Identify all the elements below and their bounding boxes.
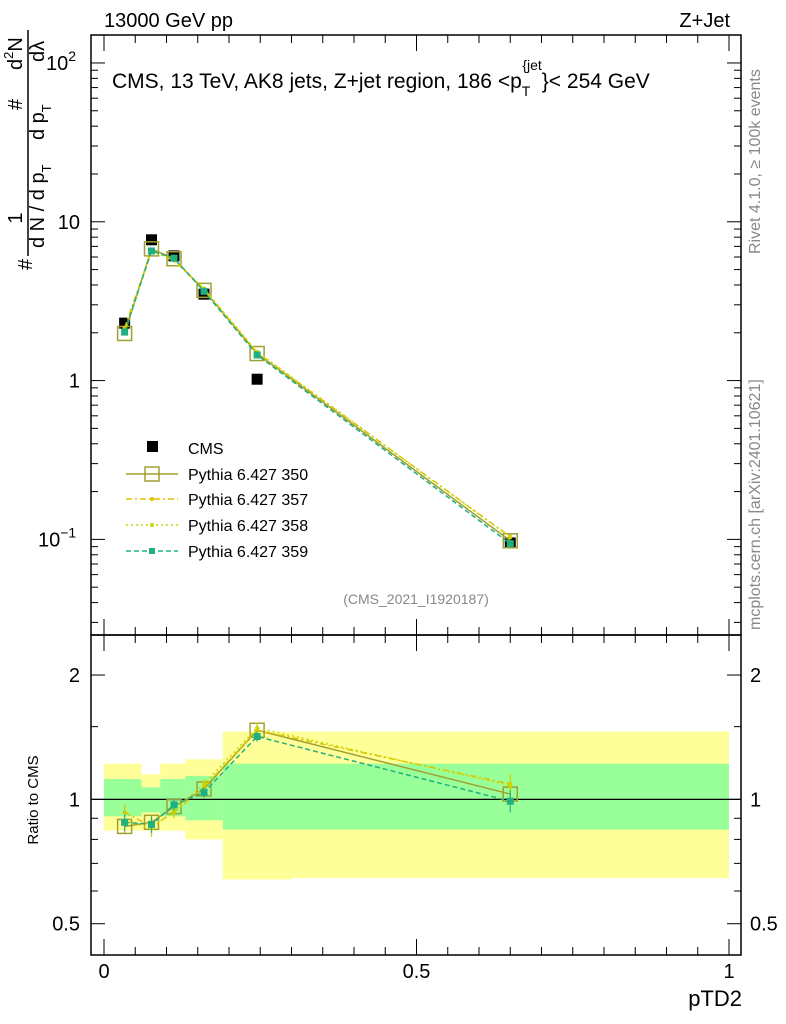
svg-text:d2N: d2N xyxy=(1,37,27,70)
ratio-point-359 xyxy=(170,801,178,809)
ratio-point-358 xyxy=(255,725,260,730)
series-layer xyxy=(116,234,518,838)
ratio-y-tick-label-left: 0.5 xyxy=(52,914,80,936)
ratio-uncertainty-bands xyxy=(104,731,729,880)
x-tick-label: 1 xyxy=(723,961,734,983)
ratio-point-359 xyxy=(148,820,155,828)
svg-text:1: 1 xyxy=(5,212,27,223)
svg-text:d N / d pT: d N / d pT xyxy=(27,164,54,248)
main-point-350 xyxy=(249,345,265,362)
svg-text:#: # xyxy=(15,258,37,270)
header-energy: 13000 GeV pp xyxy=(104,10,233,32)
cms-data-point xyxy=(146,234,157,246)
legend-label-358: Pythia 6.427 358 xyxy=(188,518,308,535)
legend-marker-cms xyxy=(147,441,158,452)
ratio-point-358 xyxy=(202,781,206,786)
main-line-358 xyxy=(123,249,511,538)
main-y-tick-label: 102 xyxy=(46,48,76,75)
main-point-350 xyxy=(502,533,518,549)
svg-text:#: # xyxy=(5,98,27,110)
ratio-y-tick-label-right: 1 xyxy=(750,789,761,811)
ratio-point-358 xyxy=(508,783,513,788)
legend-label-357: Pythia 6.427 357 xyxy=(188,492,308,509)
main-point-359 xyxy=(200,287,208,295)
main-point-350 xyxy=(196,282,212,299)
main-y-tick-label: 1 xyxy=(69,371,80,393)
main-point-359 xyxy=(148,247,155,255)
ratio-y-tick-label-right: 0.5 xyxy=(750,914,778,936)
main-line-357 xyxy=(123,249,511,538)
ratio-line-359 xyxy=(124,735,511,826)
ratio-point-359 xyxy=(506,797,514,805)
main-y-axis-label: # 1 d N / d pT # d pT d2N dλ xyxy=(1,30,54,270)
ratio-y-axis-label: Ratio to CMS xyxy=(25,755,42,844)
band-inner-0 xyxy=(104,779,142,817)
svg-text:dλ: dλ xyxy=(27,41,49,62)
main-line-350 xyxy=(123,247,511,542)
x-tick-label: 0.5 xyxy=(403,961,431,983)
main-point-359 xyxy=(170,254,178,262)
main-point-350 xyxy=(166,250,182,267)
main-point-350 xyxy=(143,241,160,257)
ratio-y-tick-label-right: 2 xyxy=(750,665,761,687)
main-point-359 xyxy=(253,351,261,359)
main-y-tick-label: 10 xyxy=(58,212,80,234)
x-tick-label: 0 xyxy=(98,961,109,983)
main-line-359 xyxy=(123,250,511,545)
main-point-359 xyxy=(506,540,514,548)
main-y-tick-label: 10−1 xyxy=(38,524,76,551)
legend-label-359: Pythia 6.427 359 xyxy=(188,544,308,561)
legend: CMS Pythia 6.427 350 Pythia 6.427 357 Py… xyxy=(126,441,308,561)
ratio-line-358 xyxy=(124,727,511,830)
band-inner-4 xyxy=(222,763,292,830)
main-point-359 xyxy=(121,328,129,336)
cms-data-point xyxy=(251,373,263,385)
legend-label-350: Pythia 6.427 350 xyxy=(188,467,308,484)
cms-data-point xyxy=(119,317,131,329)
svg-text:d pT: d pT xyxy=(27,104,54,140)
legend-label-cms: CMS xyxy=(188,441,224,458)
analysis-watermark: (CMS_2021_I1920187) xyxy=(343,591,489,607)
main-point-358 xyxy=(508,535,513,540)
legend-marker-350 xyxy=(144,466,160,482)
legend-marker-357 xyxy=(150,497,154,501)
ratio-point-359 xyxy=(121,818,129,826)
axes: 102 10 1 10−1 2 2 1 1 0.5 0.5 0 0.5 1 xyxy=(38,34,778,983)
ratio-y-tick-label-left: 2 xyxy=(69,665,80,687)
ratio-point-359 xyxy=(253,732,261,740)
ratio-point-359 xyxy=(200,788,208,796)
header-process: Z+Jet xyxy=(679,10,730,32)
rivet-version-label: Rivet 4.1.0, ≥ 100k events xyxy=(747,69,764,254)
legend-marker-358 xyxy=(150,523,154,527)
ratio-y-tick-label-left: 1 xyxy=(69,789,80,811)
mcplots-credit-label: mcplots.cern.ch [arXiv:2401.10621] xyxy=(747,379,764,630)
legend-marker-359 xyxy=(149,548,155,554)
x-axis-label: pTD2 xyxy=(688,986,742,1011)
plot-title: CMS, 13 TeV, AK8 jets, Z+jet region, 186… xyxy=(112,57,650,99)
